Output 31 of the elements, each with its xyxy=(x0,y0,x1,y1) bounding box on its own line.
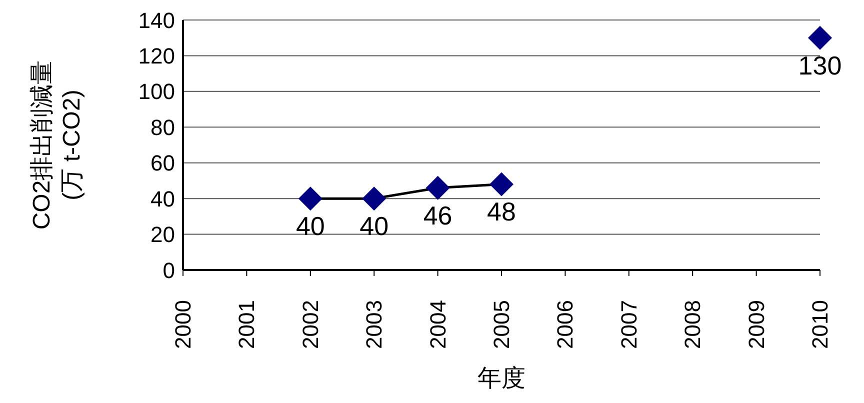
y-axis-title: CO2排出削減量 (万 t-CO2) xyxy=(28,60,86,230)
point xyxy=(808,26,832,50)
x-tick-label: 2002 xyxy=(298,300,323,349)
y-tick-label: 140 xyxy=(138,8,175,33)
x-axis-title: 年度 xyxy=(478,365,526,392)
y-tick-label: 80 xyxy=(150,114,175,140)
x-tick-label: 2006 xyxy=(552,300,578,349)
x-tick-label: 2003 xyxy=(362,300,387,349)
data-label: 40 xyxy=(296,211,325,242)
x-tick-label: 2001 xyxy=(234,300,260,349)
x-tick-label: 2000 xyxy=(170,300,196,349)
data-label: 130 xyxy=(798,50,842,80)
data-label: 46 xyxy=(423,200,452,230)
x-tick-label: 2010 xyxy=(808,300,832,349)
y-tick-label: 40 xyxy=(150,186,175,212)
x-tick-label: 2008 xyxy=(680,300,706,349)
y-tick-label: 120 xyxy=(138,44,175,69)
y-tick-label: 0 xyxy=(162,258,175,283)
point xyxy=(426,176,450,200)
x-tick-label: 2004 xyxy=(425,300,450,349)
x-tick-label: 2005 xyxy=(489,300,514,349)
y-tick-label: 100 xyxy=(138,79,175,104)
data-label: 40 xyxy=(360,211,389,242)
x-tick-label: 2007 xyxy=(616,300,642,349)
data-label: 48 xyxy=(487,196,516,227)
y-tick-label: 60 xyxy=(150,150,175,176)
point xyxy=(362,186,386,211)
point xyxy=(298,186,322,211)
y-tick-label: 20 xyxy=(150,222,175,248)
x-tick-label: 2009 xyxy=(744,300,769,349)
point xyxy=(490,172,514,196)
